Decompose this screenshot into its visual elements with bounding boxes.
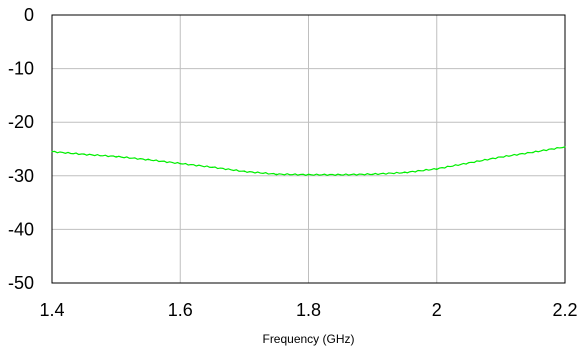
x-tick-label: 1.8 [296, 300, 321, 320]
data-point [532, 151, 534, 153]
data-point [83, 153, 85, 155]
data-point [211, 166, 213, 168]
y-tick-label: -30 [8, 166, 34, 186]
x-tick-label: 1.4 [39, 300, 64, 320]
grid [51, 14, 566, 284]
y-tick-label: -20 [8, 112, 34, 132]
data-point [147, 159, 149, 161]
x-tick-label: 2 [432, 300, 442, 320]
data-point [275, 173, 278, 175]
data-point [436, 168, 438, 170]
data-point [243, 170, 245, 173]
series-group [51, 146, 566, 176]
y-tick-labels: 0 -10 -20 -30 -40 -50 [8, 5, 34, 293]
data-point [51, 151, 53, 153]
data-point [307, 174, 310, 176]
y-tick-label: -40 [8, 219, 34, 239]
data-point [372, 173, 374, 175]
data-point [468, 162, 470, 164]
data-point [564, 146, 566, 148]
x-tick-labels: 1.4 1.6 1.8 2 2.2 [39, 300, 577, 320]
data-point [179, 162, 181, 165]
plot-frame [51, 14, 566, 284]
y-tick-label: 0 [24, 5, 34, 25]
data-point [339, 174, 342, 176]
x-tick-label: 1.6 [168, 300, 193, 320]
data-point [404, 171, 406, 174]
data-point [115, 155, 117, 158]
data-point [500, 156, 502, 158]
y-tick-label: -10 [8, 59, 34, 79]
x-tick-label: 2.2 [552, 300, 577, 320]
x-axis-title: Frequency (GHz) [262, 332, 354, 346]
y-tick-label: -50 [8, 273, 34, 293]
